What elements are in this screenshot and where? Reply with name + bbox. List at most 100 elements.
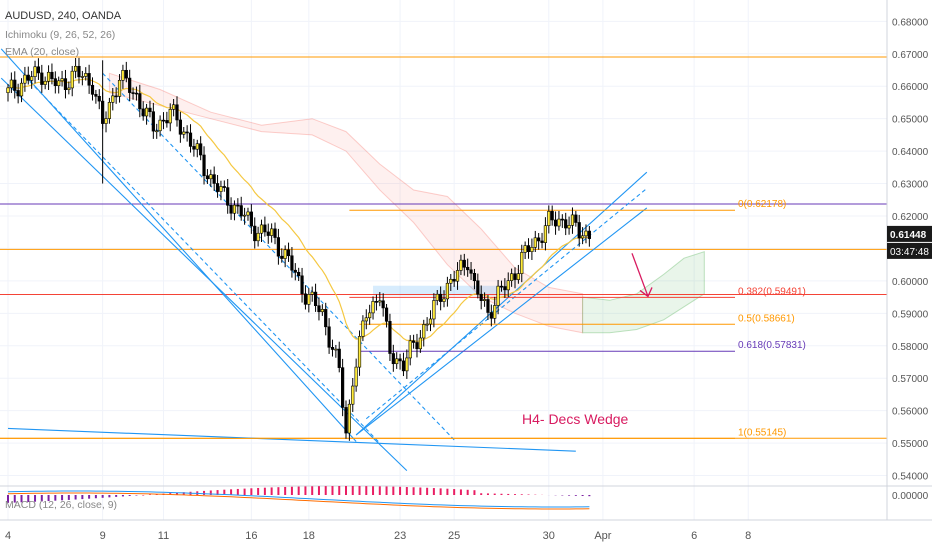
candle-body: [344, 407, 348, 434]
candle-body: [354, 366, 358, 387]
candle-body: [293, 269, 297, 273]
candle-body: [364, 317, 368, 322]
candle-body: [341, 367, 345, 408]
candle-body: [580, 235, 585, 239]
candle-body: [182, 131, 186, 135]
fib-label: 0.5(0.58661): [738, 313, 795, 324]
candle-body: [557, 218, 561, 227]
macd-legend[interactable]: MACD (12, 26, close, 9): [5, 499, 118, 511]
candle-body: [23, 74, 27, 84]
macd-histogram-bar: [243, 488, 246, 495]
candle-body: [533, 237, 537, 248]
candle-body: [280, 255, 284, 259]
candle-body: [489, 312, 493, 319]
candle-body: [422, 324, 426, 339]
macd-histogram-bar: [230, 489, 233, 495]
candle-body: [411, 340, 416, 343]
candle-body: [94, 94, 98, 97]
price-tick-label: 0.59000: [892, 309, 929, 320]
macd-histogram-bar: [47, 495, 50, 502]
candle-body: [381, 300, 385, 309]
macd-histogram-bar: [324, 486, 327, 495]
macd-histogram-bar: [507, 493, 510, 495]
candle-body: [317, 305, 321, 313]
candle-body: [80, 76, 84, 78]
macd-histogram-bar: [290, 486, 293, 495]
price-tick-label: 0.66000: [892, 82, 929, 93]
candle-body: [543, 225, 548, 243]
macd-histogram-bar: [297, 486, 300, 495]
candle-body: [395, 358, 399, 365]
macd-histogram-bar: [331, 486, 334, 495]
candle-body: [320, 309, 324, 313]
candle-body: [236, 204, 240, 207]
macd-histogram-bar: [40, 495, 43, 502]
symbol-title: AUDUSD, 240, OANDA: [5, 10, 122, 22]
candle-body: [74, 65, 78, 72]
macd-histogram-bar: [581, 495, 584, 496]
price-tick-label: 0.65000: [892, 115, 929, 126]
candle-body: [16, 90, 20, 97]
candle-body: [33, 66, 37, 77]
macd-histogram-bar: [378, 486, 381, 495]
candle-body: [520, 252, 524, 274]
macd-histogram-bar: [27, 495, 30, 503]
trend-line: [365, 187, 648, 420]
candle-body: [378, 300, 382, 303]
macd-histogram-bar: [473, 490, 476, 495]
candle-body: [104, 118, 108, 124]
candle-body: [209, 174, 213, 180]
candle-body: [300, 275, 304, 295]
macd-histogram-bar: [142, 495, 145, 496]
candle-body: [408, 340, 412, 359]
candle-body: [158, 119, 162, 132]
horizontal-levels: [0, 56, 887, 439]
candle-body: [297, 271, 301, 277]
macd-histogram-bar: [54, 495, 57, 501]
candle-body: [499, 285, 504, 288]
candle-body: [215, 183, 220, 192]
candle-body: [455, 270, 460, 282]
price-tick-label: 0.54000: [892, 472, 929, 483]
candle-body: [486, 299, 490, 313]
macd-histogram-bar: [365, 486, 368, 495]
price-tick-label: 0.62000: [892, 212, 929, 223]
macd-histogram-bar: [223, 489, 226, 495]
candle-body: [178, 119, 182, 135]
candle-body: [337, 348, 341, 368]
candle-body: [195, 143, 199, 150]
candle-body: [84, 73, 88, 77]
candle-body: [570, 214, 575, 226]
macd-histogram-bar: [514, 494, 516, 495]
price-tick-label: 0.64000: [892, 147, 929, 158]
candle-body: [131, 92, 135, 94]
macd-histogram-bar: [527, 494, 530, 495]
candle-body: [398, 358, 402, 362]
price-tick-label: 0.58000: [892, 342, 929, 353]
candle-body: [496, 285, 500, 306]
candle-body: [70, 70, 74, 89]
candle-body: [63, 78, 68, 90]
candle-body: [334, 348, 338, 351]
candle-body: [550, 211, 554, 221]
macd-histogram-bar: [263, 487, 266, 495]
macd-histogram-bar: [13, 495, 16, 503]
candle-body: [114, 95, 118, 98]
ichimoku-legend[interactable]: Ichimoku (9, 26, 52, 26): [5, 29, 116, 41]
macd-histogram-bar: [67, 495, 70, 500]
macd-histogram-bar: [176, 492, 178, 495]
price-tick-label: 0.67000: [892, 50, 929, 61]
macd-histogram-bar: [209, 490, 212, 495]
macd-histogram-bar: [459, 489, 462, 495]
ema-legend[interactable]: EMA (20, close): [5, 46, 80, 58]
macd-histogram-bar: [182, 492, 185, 495]
candle-body: [6, 87, 10, 94]
candle-body: [90, 84, 95, 95]
macd-histogram-bar: [236, 488, 239, 495]
trend-channel-lines: [0, 48, 648, 472]
trend-line: [355, 171, 648, 436]
macd-histogram-bar: [216, 490, 219, 495]
price-tick-label: 0.63000: [892, 180, 929, 191]
candle-body: [513, 273, 517, 280]
